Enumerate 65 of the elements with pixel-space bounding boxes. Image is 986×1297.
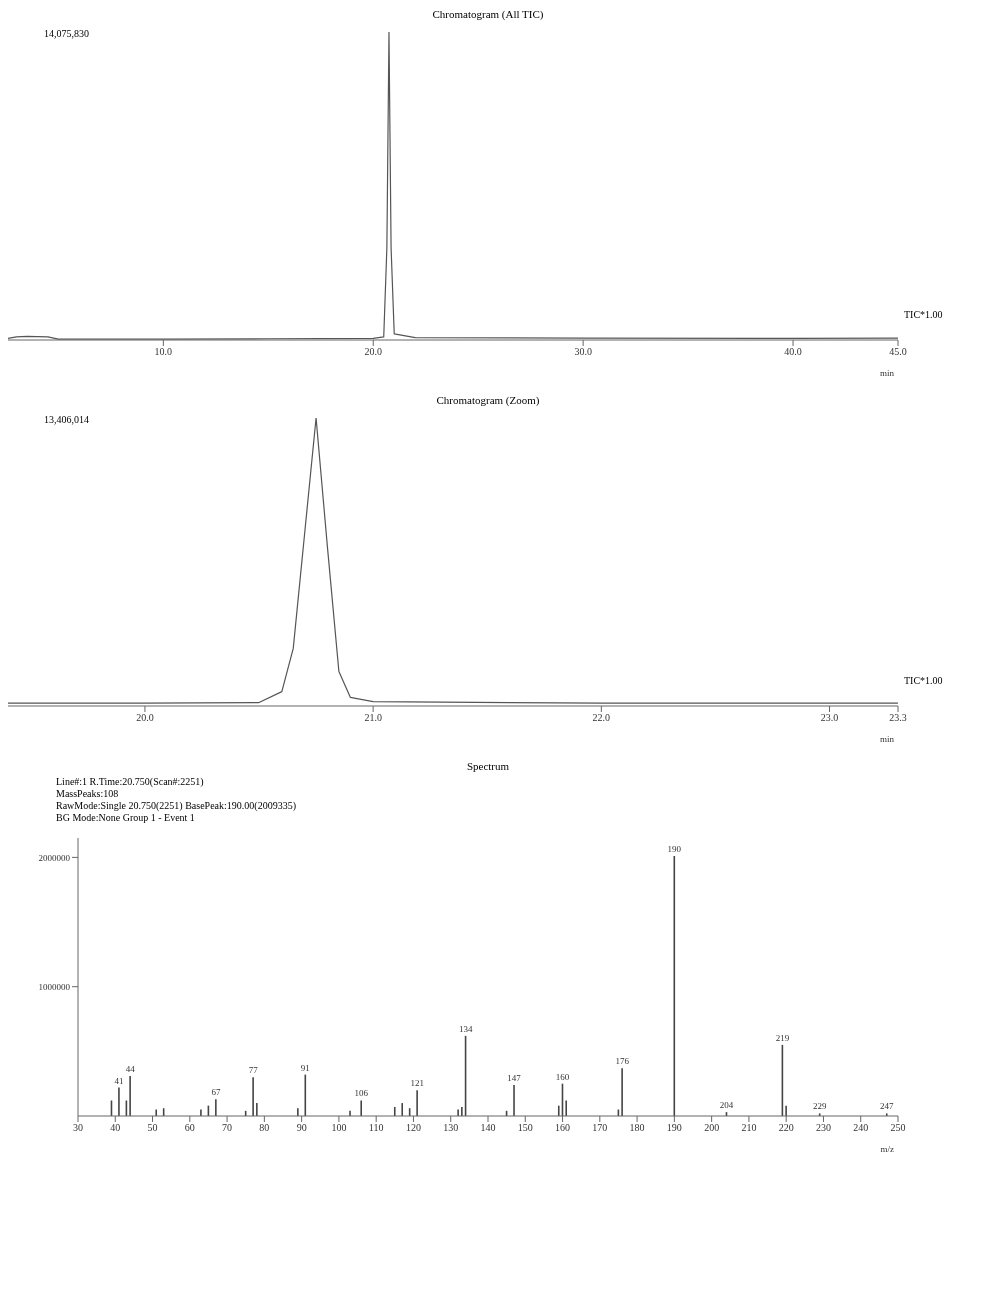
x-tick-label: 200 — [704, 1122, 720, 1134]
x-tick-label: 30.0 — [574, 346, 592, 358]
x-tick-label: 60 — [184, 1122, 195, 1134]
x-tick-label: 50 — [147, 1122, 158, 1134]
x-tick-label: 120 — [405, 1122, 421, 1134]
x-tick-label: 23.3 — [889, 712, 907, 724]
annotation: 160 — [555, 1071, 570, 1082]
x-tick-label: 190 — [666, 1122, 682, 1134]
x-axis-title: min — [879, 368, 895, 378]
y-tick-label: 1000000 — [38, 981, 71, 992]
annotation: 190 — [667, 844, 682, 855]
x-tick-label: 20.0 — [136, 712, 154, 724]
x-tick-label: 40.0 — [784, 346, 802, 358]
y-tick-label: 2000000 — [38, 852, 71, 863]
text: Line#:1 R.Time:20.750(Scan#:2251) — [56, 776, 205, 788]
annotation: 41 — [114, 1075, 124, 1086]
annotation: 106 — [354, 1088, 369, 1099]
annotation: 134 — [458, 1023, 473, 1034]
x-tick-label: 70 — [222, 1122, 233, 1134]
x-tick-label: 210 — [741, 1122, 757, 1134]
x-tick-label: 90 — [296, 1122, 307, 1134]
x-axis-title: min — [879, 734, 895, 744]
chart-title: Chromatogram (All TIC) — [431, 8, 545, 22]
x-tick-label: 45.0 — [889, 346, 907, 358]
text: TIC*1.00 — [904, 309, 944, 320]
x-axis-title: m/z — [880, 1144, 894, 1154]
x-tick-label: 240 — [853, 1122, 869, 1134]
annotation: 219 — [775, 1032, 790, 1043]
x-tick-label: 100 — [331, 1122, 347, 1134]
x-tick-label: 80 — [259, 1122, 270, 1134]
x-tick-label: 40 — [110, 1122, 121, 1134]
annotation: 14,075,830 — [44, 28, 89, 39]
x-tick-label: 250 — [890, 1122, 906, 1134]
annotation: 77 — [248, 1065, 259, 1076]
chart-title: Chromatogram (Zoom) — [435, 394, 541, 408]
x-tick-label: 150 — [517, 1122, 533, 1134]
text: MassPeaks:108 — [56, 788, 120, 800]
x-tick-label: 30 — [73, 1122, 83, 1134]
x-tick-label: 140 — [480, 1122, 496, 1134]
annotation: 229 — [812, 1101, 827, 1112]
x-tick-label: 220 — [778, 1122, 794, 1134]
x-tick-label: 23.0 — [820, 712, 839, 724]
annotation: 247 — [880, 1101, 895, 1112]
chart-title: Spectrum — [465, 760, 511, 774]
annotation: 44 — [125, 1063, 136, 1074]
x-tick-label: 170 — [592, 1122, 608, 1134]
annotation: 121 — [410, 1078, 424, 1089]
text: RawMode:Single 20.750(2251) BasePeak:190.00(2009335) — [56, 800, 297, 812]
annotation: 67 — [211, 1087, 221, 1098]
annotation: 204 — [719, 1100, 734, 1111]
x-tick-label: 160 — [555, 1122, 571, 1134]
annotation: 176 — [615, 1056, 630, 1067]
x-tick-label: 110 — [368, 1122, 384, 1134]
x-tick-label: 20.0 — [364, 346, 382, 358]
x-tick-label: 230 — [815, 1122, 831, 1134]
x-tick-label: 22.0 — [592, 712, 611, 724]
annotation: 91 — [300, 1062, 310, 1073]
annotation: 13,406,014 — [44, 414, 89, 425]
text: TIC*1.00 — [904, 675, 944, 686]
annotation: 147 — [507, 1072, 522, 1083]
x-tick-label: 180 — [629, 1122, 645, 1134]
x-tick-label: 10.0 — [154, 346, 173, 358]
x-tick-label: 21.0 — [364, 712, 382, 724]
text: BG Mode:None Group 1 - Event 1 — [56, 812, 196, 824]
x-tick-label: 130 — [443, 1122, 459, 1134]
